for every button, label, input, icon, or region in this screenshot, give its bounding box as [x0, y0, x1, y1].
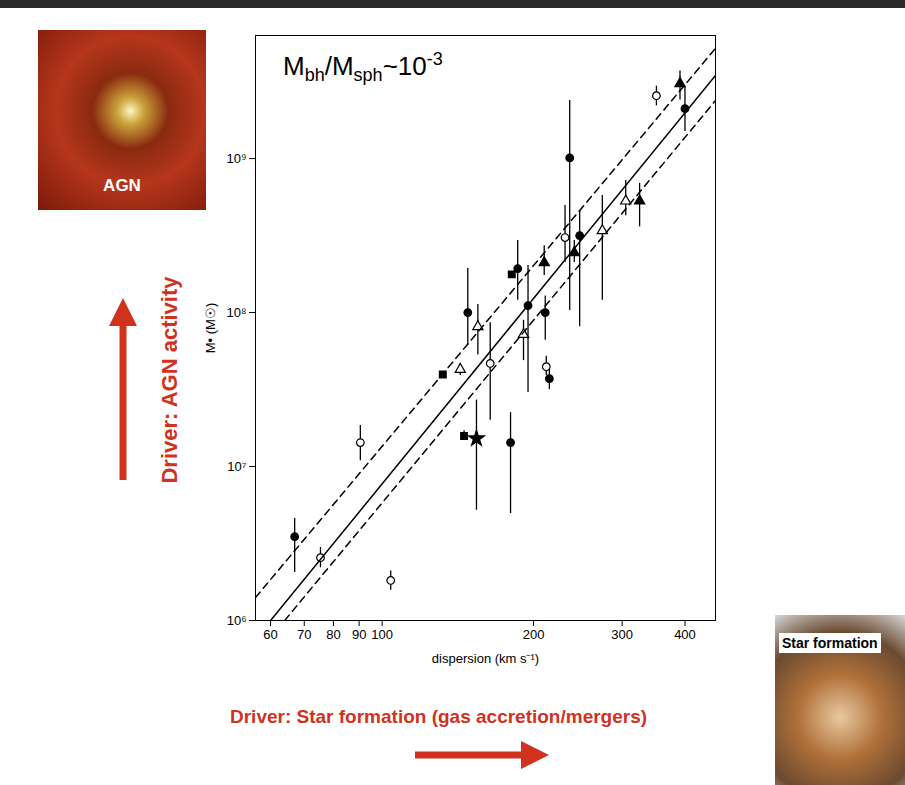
svg-text:300: 300 — [611, 627, 633, 642]
svg-text:100: 100 — [371, 627, 393, 642]
html-text:Mbh/Msph~10-3: Mbh/Msph~10-3 — [283, 49, 443, 85]
svg-text:80: 80 — [326, 627, 340, 642]
svg-text:10⁶: 10⁶ — [227, 613, 247, 628]
html-text:AGN: AGN — [103, 176, 141, 195]
svg-text:60: 60 — [263, 627, 277, 642]
svg-text:10⁹: 10⁹ — [226, 151, 246, 166]
svg-text:10⁷: 10⁷ — [227, 459, 246, 474]
svg-text:10⁸: 10⁸ — [227, 305, 247, 320]
svg-text:dispersion (km s⁻¹): dispersion (km s⁻¹) — [432, 651, 539, 666]
html-text:Driver: AGN activity: Driver: AGN activity — [157, 276, 182, 484]
html-text:Driver: Star formation (gas ac: Driver: Star formation (gas accretion/me… — [230, 706, 648, 727]
svg-text:90: 90 — [352, 627, 366, 642]
svg-text:400: 400 — [674, 627, 696, 642]
svg-text:M• (M☉): M• (M☉) — [203, 303, 218, 353]
svg-text:200: 200 — [523, 627, 545, 642]
svg-text:70: 70 — [297, 627, 311, 642]
html-text:Star formation: Star formation — [782, 635, 878, 651]
